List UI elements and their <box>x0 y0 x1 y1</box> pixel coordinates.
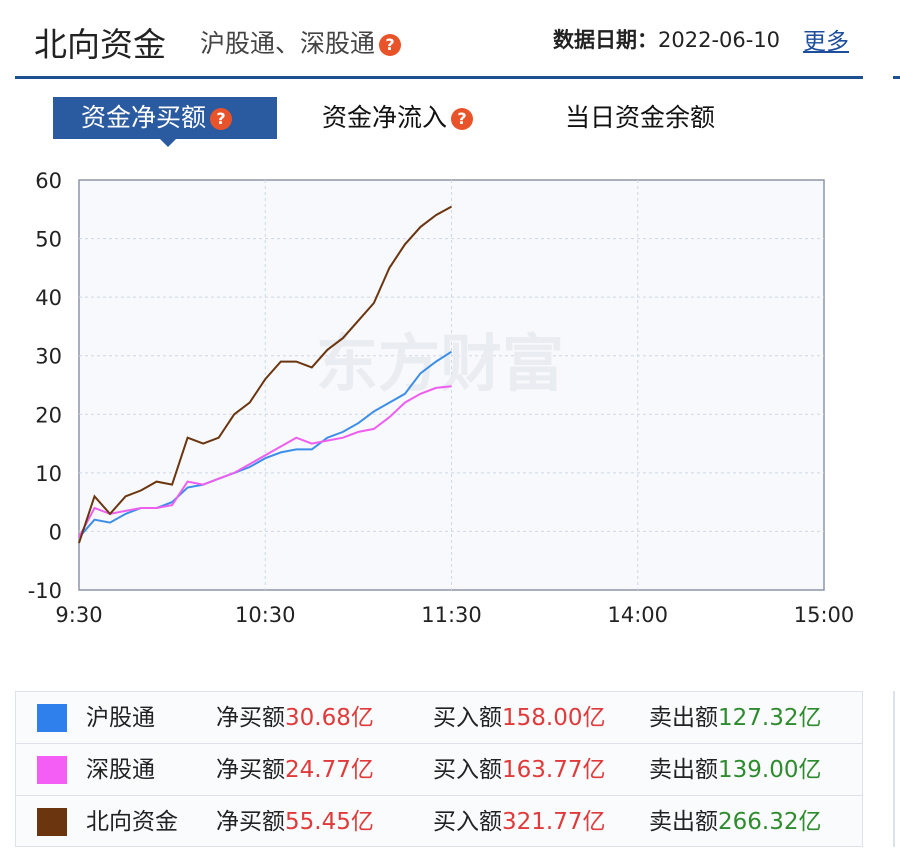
y-tick-label: 10 <box>35 462 62 486</box>
sell-amount: 卖出额127.32亿 <box>649 692 821 744</box>
buy-label: 买入额 <box>433 705 502 731</box>
header-divider <box>15 76 863 79</box>
series-group <box>78 205 453 544</box>
y-axis: 60 50 40 30 20 10 0 -10 <box>28 169 62 603</box>
y-tick-label: 60 <box>35 169 62 193</box>
net-buy: 净买额30.68亿 <box>216 692 374 744</box>
buy-amount: 买入额163.77亿 <box>433 744 605 796</box>
grid <box>79 180 824 590</box>
net-label: 净买额 <box>216 809 285 835</box>
buy-value: 158.00亿 <box>502 705 606 731</box>
tab-label: 资金净买额 <box>81 103 207 132</box>
x-tick-label: 10:30 <box>235 603 296 627</box>
line-chart: 东方财富 60 50 40 30 20 10 0 -10 9:30 10:30 11:30 14:0… <box>28 169 855 627</box>
buy-value: 321.77亿 <box>502 809 606 835</box>
x-tick-label: 9:30 <box>55 603 102 627</box>
sell-label: 卖出额 <box>649 757 718 783</box>
net-value: 30.68亿 <box>285 705 374 731</box>
date-value: 2022-06-10 <box>658 28 781 52</box>
y-tick-label: 30 <box>35 345 62 369</box>
data-date: 数据日期：2022-06-10 <box>553 24 780 54</box>
y-tick-label: 0 <box>49 520 62 544</box>
legend-row-sh: 沪股通 净买额30.68亿 买入额158.00亿 卖出额127.32亿 <box>16 692 862 744</box>
color-swatch <box>37 808 67 836</box>
question-bubble-icon[interactable]: ? <box>451 108 474 130</box>
watermark: 东方财富 <box>316 327 564 400</box>
x-tick-label: 15:00 <box>794 603 855 627</box>
more-link[interactable]: 更多 <box>803 29 849 55</box>
sell-amount: 卖出额266.32亿 <box>649 796 821 848</box>
legend-edge <box>893 691 895 847</box>
net-value: 24.77亿 <box>285 757 374 783</box>
buy-amount: 买入额158.00亿 <box>433 692 605 744</box>
sell-amount: 卖出额139.00亿 <box>649 744 821 796</box>
series-name: 深股通 <box>86 757 155 783</box>
series-line-2 <box>78 205 452 544</box>
tab-label: 当日资金余额 <box>565 103 716 132</box>
question-bubble-icon[interactable]: ? <box>379 34 402 56</box>
buy-amount: 买入额321.77亿 <box>433 796 605 848</box>
y-tick-label: -10 <box>28 579 62 603</box>
x-axis: 9:30 10:30 11:30 14:00 15:00 <box>55 603 854 627</box>
color-swatch <box>37 704 67 732</box>
x-tick-label: 11:30 <box>421 603 482 627</box>
subtitle: 沪股通、深股通? <box>200 24 402 60</box>
net-value: 55.45亿 <box>285 809 374 835</box>
buy-label: 买入额 <box>433 809 502 835</box>
y-tick-label: 50 <box>35 228 62 252</box>
sell-value: 139.00亿 <box>718 757 822 783</box>
tab-daily-balance[interactable]: 当日资金余额 <box>565 97 715 139</box>
header-divider-right <box>893 76 900 79</box>
sell-label: 卖出额 <box>649 705 718 731</box>
net-buy: 净买额24.77亿 <box>216 744 374 796</box>
net-buy: 净买额55.45亿 <box>216 796 374 848</box>
tab-net-inflow[interactable]: 资金净流入? <box>322 97 474 139</box>
sell-value: 127.32亿 <box>718 705 822 731</box>
net-label: 净买额 <box>216 705 285 731</box>
sell-label: 卖出额 <box>649 809 718 835</box>
x-tick-label: 14:00 <box>607 603 668 627</box>
series-line-1 <box>78 385 452 538</box>
net-label: 净买额 <box>216 757 285 783</box>
tab-net-buy[interactable]: 资金净买额? <box>53 97 277 147</box>
y-tick-label: 40 <box>35 286 62 310</box>
subtitle-text: 沪股通、深股通 <box>200 29 376 58</box>
y-tick-label: 20 <box>35 403 62 427</box>
tab-label: 资金净流入 <box>322 103 448 132</box>
page-title: 北向资金 <box>34 25 166 64</box>
question-bubble-icon[interactable]: ? <box>210 108 233 130</box>
buy-label: 买入额 <box>433 757 502 783</box>
legend-table: 沪股通 净买额30.68亿 买入额158.00亿 卖出额127.32亿 深股通 … <box>15 691 863 847</box>
sell-value: 266.32亿 <box>718 809 822 835</box>
series-name: 北向资金 <box>86 809 178 835</box>
buy-value: 163.77亿 <box>502 757 606 783</box>
legend-row-north: 北向资金 净买额55.45亿 买入额321.77亿 卖出额266.32亿 <box>16 796 862 848</box>
legend-row-sz: 深股通 净买额24.77亿 买入额163.77亿 卖出额139.00亿 <box>16 744 862 796</box>
color-swatch <box>37 756 67 784</box>
series-name: 沪股通 <box>86 705 155 731</box>
date-label: 数据日期： <box>553 28 658 52</box>
